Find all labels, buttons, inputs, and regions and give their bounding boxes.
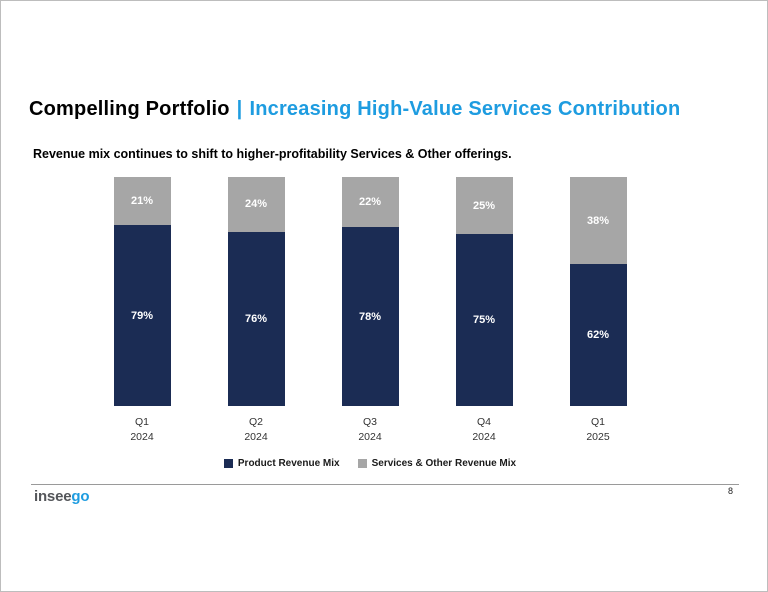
bar-value-label: 22% [358, 196, 382, 209]
bar-segment: 38% [569, 177, 627, 265]
bar-column: 21% 79% Q1 2024 [85, 177, 199, 445]
bar-value-label: 24% [244, 198, 268, 211]
slide-subtitle: Revenue mix continues to shift to higher… [33, 147, 512, 161]
bar-value-label: 62% [586, 329, 610, 341]
x-axis-label: Q2 2024 [244, 416, 268, 444]
logo-text-blue: go [71, 488, 90, 505]
bar-column: 22% 78% Q3 2024 [313, 177, 427, 445]
bar-column: 25% 75% Q4 2024 [427, 177, 541, 445]
revenue-mix-chart: 21% 79% Q1 2024 24% 76% Q2 2024 22% 78% Q3 2024 25% 7… [85, 177, 655, 469]
bar-segment: 78% [341, 227, 399, 406]
bar-segment: 75% [455, 234, 513, 406]
bar-segment: 24% [227, 177, 285, 232]
bar-segment: 21% [113, 177, 171, 226]
x-axis-label: Q1 2025 [586, 416, 610, 444]
logo-text-gray: insee [34, 488, 72, 505]
bar-column: 24% 76% Q2 2024 [199, 177, 313, 445]
slide-title-blue: Increasing High-Value Services Contribut… [249, 98, 681, 120]
title-separator: | [236, 98, 243, 120]
chart-legend: Product Revenue Mix Services & Other Reve… [85, 458, 655, 469]
bar-segment: 62% [569, 264, 627, 406]
inseego-logo: inseego [34, 488, 89, 505]
stacked-bar: 38% 62% [569, 177, 627, 406]
bar-segment: 22% [341, 177, 399, 228]
bar-column: 38% 62% Q1 2025 [541, 177, 655, 445]
page-number: 8 [727, 486, 733, 496]
x-axis-label: Q3 2024 [358, 416, 382, 444]
legend-item: Product Revenue Mix [223, 458, 340, 470]
slide-title-black: Compelling Portfolio [29, 98, 230, 120]
bar-value-label: 25% [472, 199, 496, 212]
footer-divider [31, 484, 739, 485]
bar-chart: 21% 79% Q1 2024 24% 76% Q2 2024 22% 78% Q3 2024 25% 7… [85, 177, 655, 445]
legend-swatch [223, 459, 233, 469]
stacked-bar: 21% 79% [113, 177, 171, 406]
bar-segment: 76% [227, 231, 285, 406]
legend-label: Services & Other Revenue Mix [371, 458, 517, 470]
bar-value-label: 76% [244, 312, 268, 325]
stacked-bar: 24% 76% [227, 177, 285, 406]
legend-label: Product Revenue Mix [237, 458, 340, 470]
x-axis-label: Q1 2024 [130, 416, 154, 444]
legend-swatch [357, 459, 367, 469]
bar-segment: 79% [113, 225, 171, 406]
slide-title: Compelling Portfolio | Increasing High-Val… [29, 98, 680, 121]
bar-value-label: 21% [130, 195, 154, 208]
bar-value-label: 38% [586, 214, 610, 227]
bar-value-label: 79% [130, 309, 154, 322]
stacked-bar: 25% 75% [455, 177, 513, 406]
x-axis-label: Q4 2024 [472, 416, 496, 444]
bar-value-label: 75% [472, 314, 496, 327]
legend-item: Services & Other Revenue Mix [357, 458, 517, 470]
stacked-bar: 22% 78% [341, 177, 399, 406]
bar-segment: 25% [455, 177, 513, 235]
bar-value-label: 78% [358, 310, 382, 323]
